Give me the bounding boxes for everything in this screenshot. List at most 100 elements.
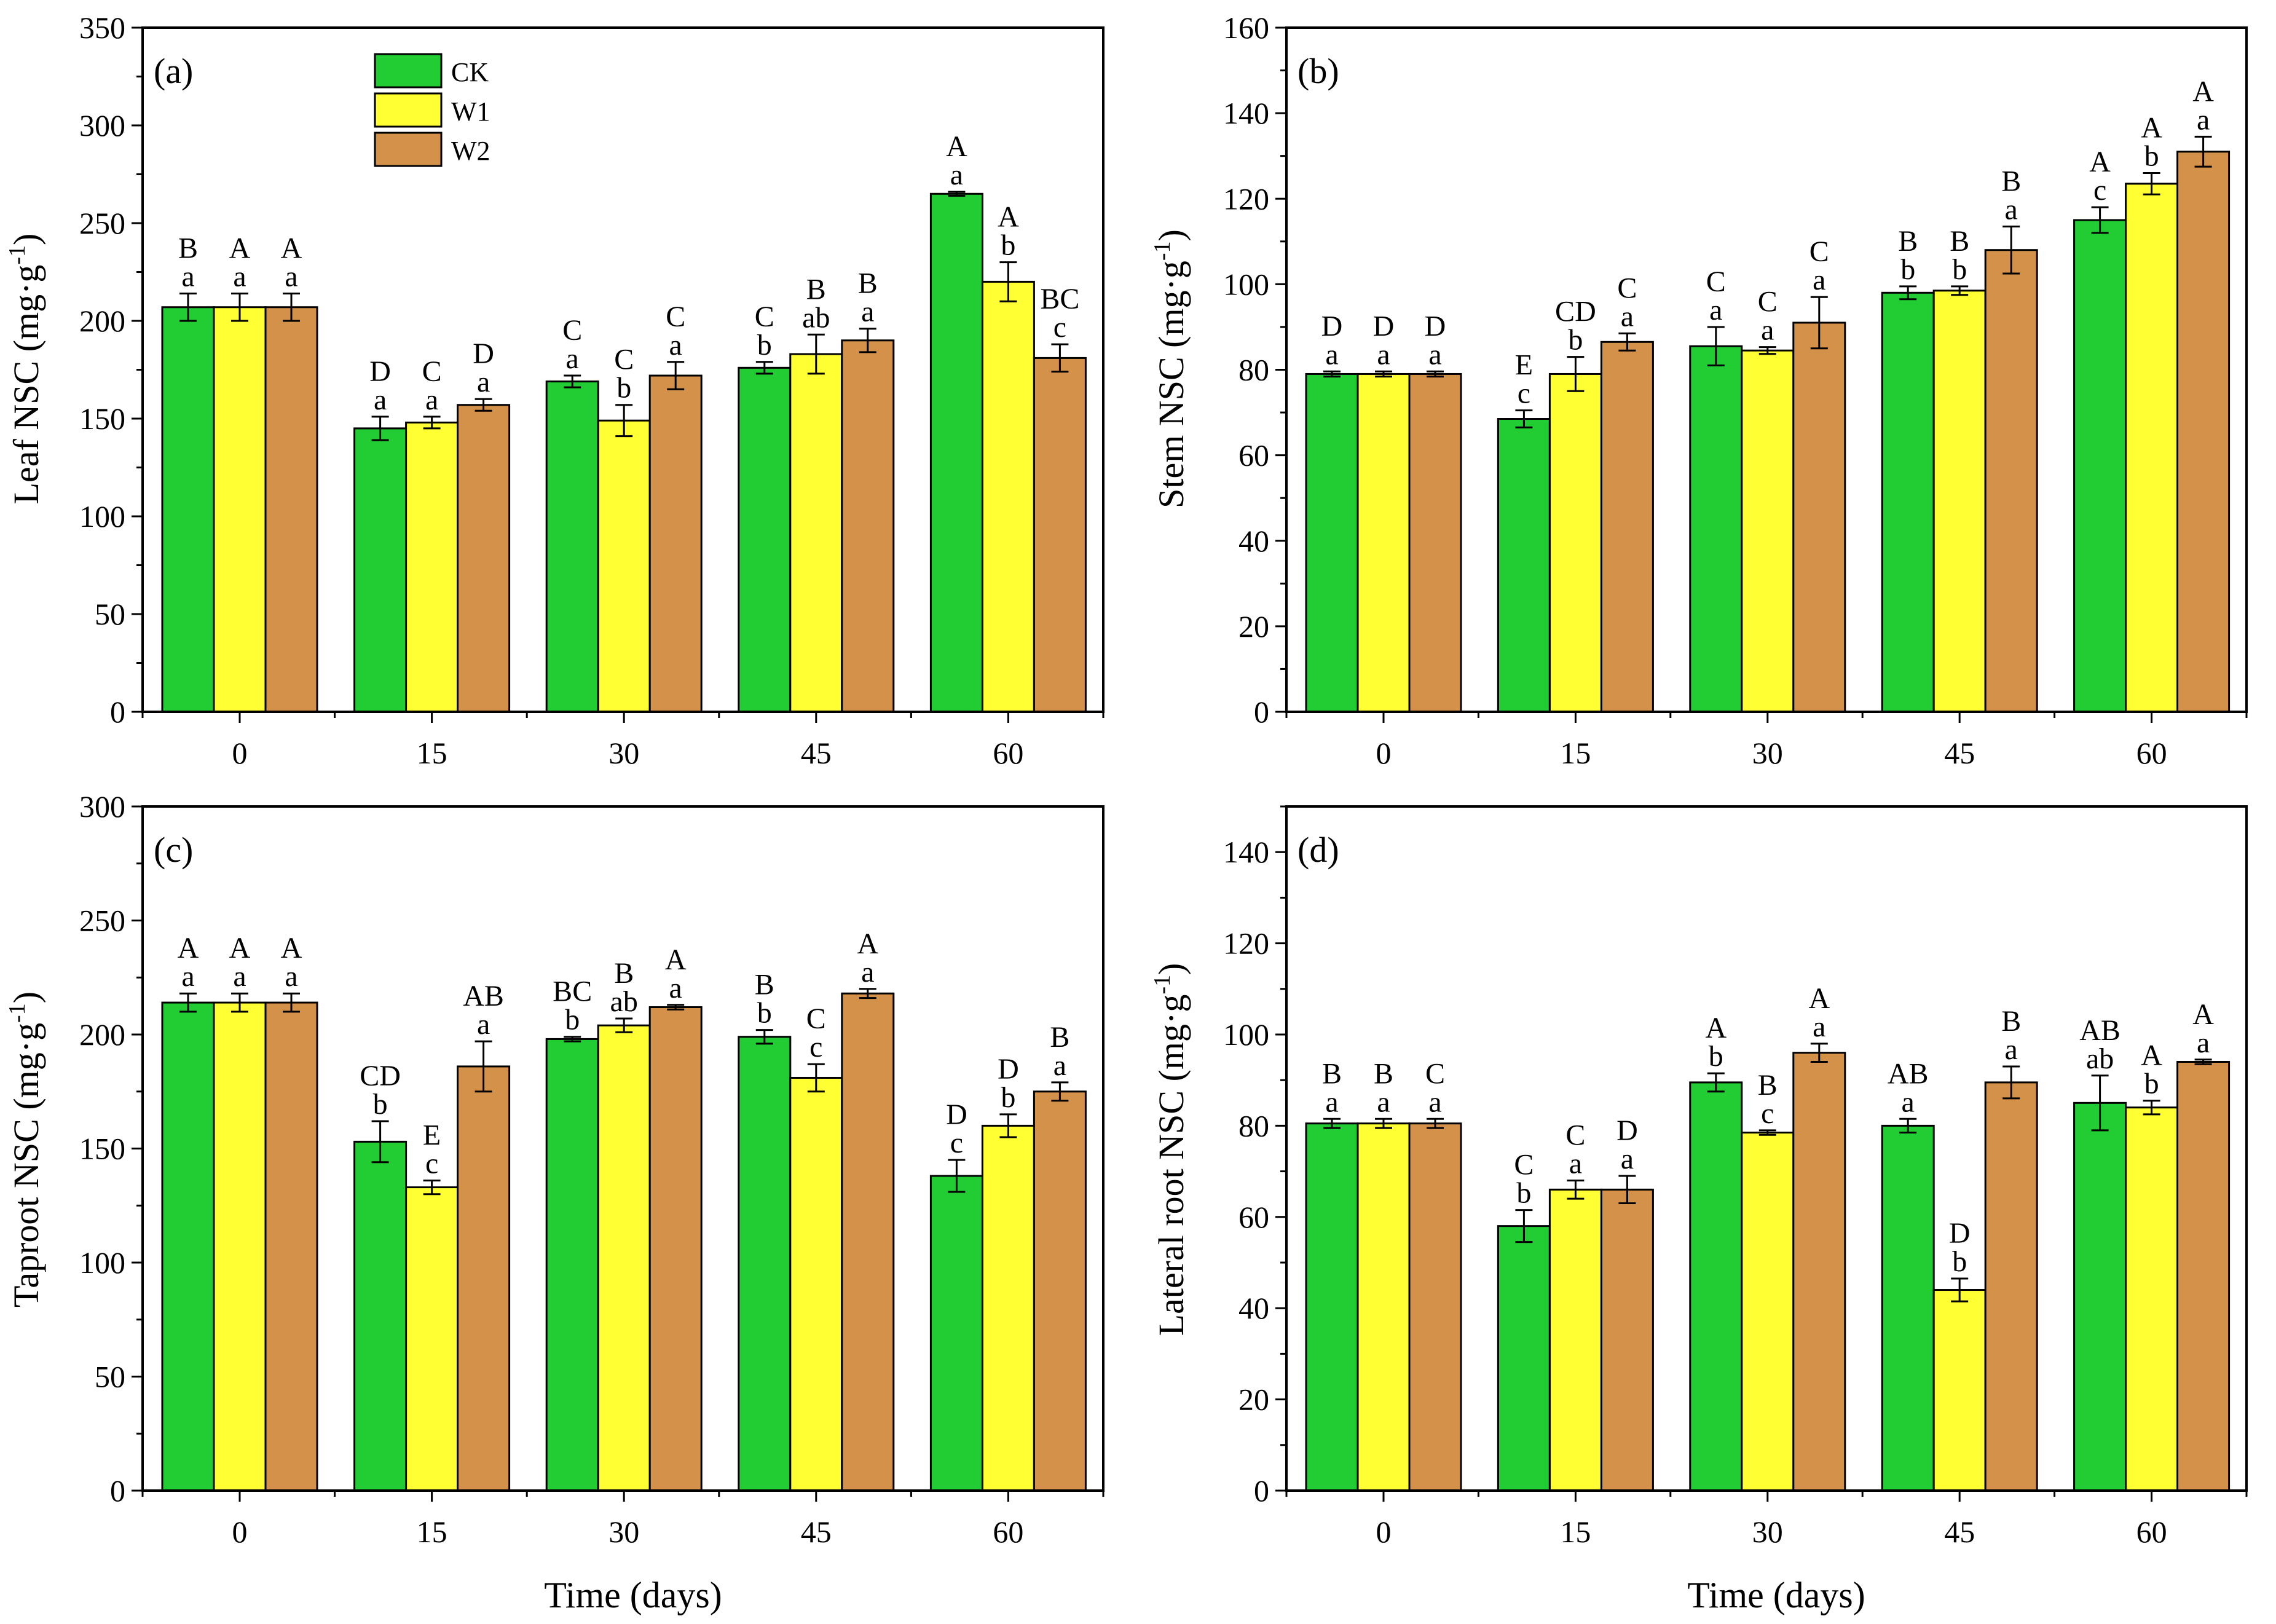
plot-frame bbox=[1285, 805, 2248, 1492]
significance-lower: a bbox=[861, 296, 874, 328]
significance-upper: BC bbox=[553, 976, 592, 1008]
significance-upper: A bbox=[1808, 982, 1830, 1015]
y-axis-title: Leaf NSC (mg·g-1) bbox=[4, 234, 46, 505]
significance-lower: a bbox=[1053, 1049, 1066, 1082]
bar bbox=[1741, 349, 1795, 713]
x-tick-label: 0 bbox=[1376, 736, 1392, 770]
significance-upper: A bbox=[2089, 146, 2111, 178]
significance-lower: a bbox=[2005, 193, 2018, 226]
significance-upper: B bbox=[1758, 1069, 1778, 1102]
significance-lower: b bbox=[2144, 1068, 2159, 1100]
x-tick-label: 15 bbox=[417, 1515, 447, 1549]
significance-lower: b bbox=[565, 1004, 580, 1036]
significance-lower: a bbox=[861, 956, 874, 988]
significance-lower: ab bbox=[2086, 1043, 2114, 1075]
y-tick-label: 200 bbox=[79, 304, 125, 338]
significance-lower: b bbox=[1709, 1040, 1723, 1073]
significance-lower: a bbox=[1813, 1011, 1825, 1043]
bar bbox=[2125, 183, 2179, 713]
significance-lower: a bbox=[181, 260, 194, 293]
bar bbox=[353, 427, 408, 713]
bar bbox=[841, 992, 895, 1492]
bar bbox=[1357, 1122, 1411, 1492]
significance-lower: b bbox=[2144, 140, 2159, 173]
bar bbox=[161, 306, 215, 713]
x-tick-label: 45 bbox=[801, 1515, 832, 1549]
y-tick-label: 0 bbox=[110, 695, 125, 729]
significance-upper: B bbox=[614, 957, 634, 990]
significance-lower: c bbox=[1053, 311, 1066, 344]
x-tick-label: 60 bbox=[993, 736, 1023, 770]
significance-lower: c bbox=[2093, 174, 2106, 207]
significance-lower: a bbox=[1761, 314, 1774, 347]
significance-upper: A bbox=[946, 130, 967, 163]
bar bbox=[738, 1036, 792, 1492]
y-tick-label: 100 bbox=[1223, 267, 1269, 301]
significance-upper: A bbox=[281, 232, 302, 264]
y-tick-label: 140 bbox=[1223, 835, 1269, 869]
y-tick-label: 250 bbox=[79, 904, 125, 938]
y-tick-label: 20 bbox=[1238, 1382, 1269, 1417]
y-tick-label: 50 bbox=[95, 1360, 125, 1394]
bar bbox=[597, 1024, 651, 1492]
significance-upper: A bbox=[1705, 1012, 1727, 1044]
significance-lower: a bbox=[1428, 338, 1441, 371]
bar bbox=[405, 421, 459, 713]
y-axis-title-superscript: -1 bbox=[4, 1003, 30, 1023]
significance-upper: B bbox=[2001, 165, 2021, 197]
x-tick-label: 60 bbox=[2136, 1515, 2167, 1549]
y-tick-label: 150 bbox=[79, 401, 125, 436]
significance-lower: b bbox=[757, 329, 772, 361]
y-tick-label: 0 bbox=[1254, 1473, 1269, 1508]
significance-lower: c bbox=[1518, 377, 1530, 410]
significance-lower: a bbox=[1377, 338, 1390, 371]
x-tick-label: 15 bbox=[1560, 736, 1591, 770]
y-tick-label: 50 bbox=[95, 597, 125, 631]
bar bbox=[1792, 1052, 1846, 1492]
significance-lower: a bbox=[1325, 338, 1338, 371]
significance-lower: a bbox=[2197, 1027, 2210, 1059]
panel-tag: (a) bbox=[154, 51, 193, 91]
bar bbox=[1357, 372, 1411, 713]
x-tick-label: 45 bbox=[1944, 736, 1975, 770]
legend-swatch-ck bbox=[374, 53, 443, 89]
significance-upper: B bbox=[1050, 1021, 1069, 1054]
y-tick-label: 60 bbox=[1238, 1200, 1269, 1234]
significance-lower: a bbox=[1377, 1086, 1390, 1118]
bar bbox=[2073, 219, 2127, 713]
significance-lower: b bbox=[1516, 1177, 1531, 1210]
significance-upper: C bbox=[1514, 1149, 1534, 1181]
significance-lower: a bbox=[566, 342, 579, 375]
significance-lower: b bbox=[1900, 253, 1915, 286]
bar bbox=[1932, 1289, 1987, 1492]
significance-upper: C bbox=[1706, 266, 1726, 298]
significance-lower: b bbox=[1568, 324, 1583, 357]
significance-lower: a bbox=[950, 159, 963, 191]
significance-lower: a bbox=[2197, 103, 2210, 136]
bar bbox=[1932, 290, 1987, 713]
bar bbox=[1548, 372, 1602, 713]
bar bbox=[738, 366, 792, 713]
significance-lower: a bbox=[1428, 1086, 1441, 1118]
significance-lower: a bbox=[477, 366, 490, 398]
y-tick-label: 0 bbox=[1254, 695, 1269, 729]
significance-lower: b bbox=[1001, 1081, 1015, 1114]
y-axis-title-main: Lateral root NSC (mg·g bbox=[1151, 995, 1191, 1336]
bar bbox=[789, 1076, 843, 1492]
significance-upper: D bbox=[1949, 1217, 1971, 1250]
bar bbox=[1689, 1081, 1743, 1492]
significance-lower: a bbox=[233, 260, 246, 293]
significance-upper: C bbox=[666, 301, 685, 333]
panel-tag: (d) bbox=[1297, 830, 1339, 870]
significance-lower: c bbox=[425, 1147, 438, 1180]
y-axis-title-close: ) bbox=[1151, 963, 1191, 975]
bar bbox=[2176, 151, 2231, 713]
bar bbox=[981, 1124, 1035, 1492]
bar bbox=[545, 380, 599, 713]
bar bbox=[1689, 345, 1743, 713]
y-axis-title: Stem NSC (mg·g-1) bbox=[1149, 229, 1191, 508]
significance-upper: B bbox=[858, 267, 878, 300]
x-axis-title-right: Time (days) bbox=[1687, 1575, 1865, 1615]
